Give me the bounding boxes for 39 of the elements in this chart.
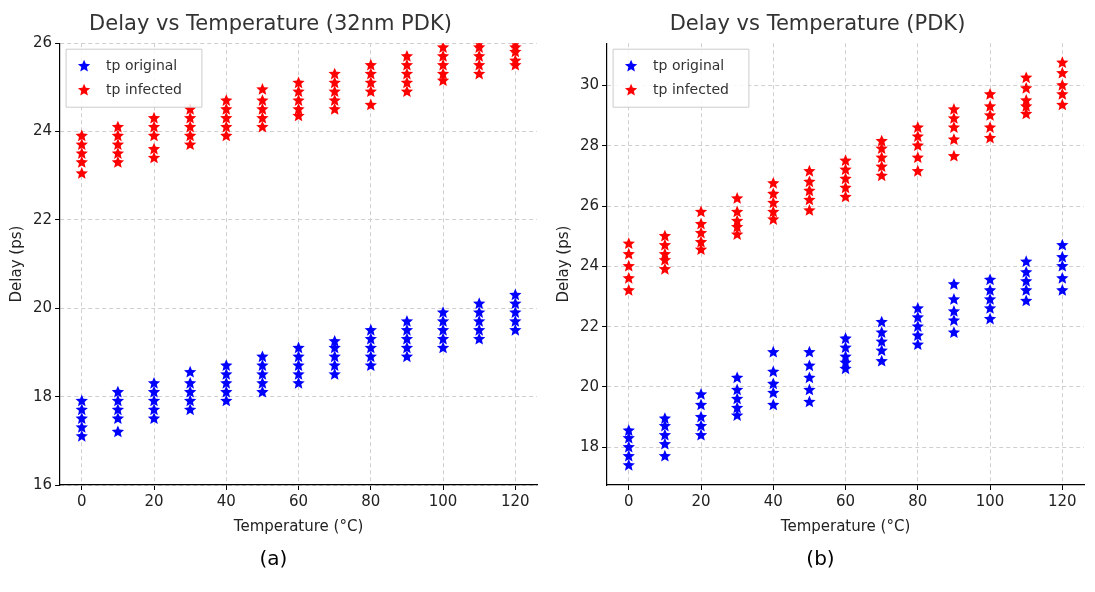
x-tick-label: 100 <box>975 491 1005 510</box>
y-tick-label: 26 <box>579 195 600 214</box>
y-tick-label: 16 <box>32 474 53 493</box>
x-axis-title: Temperature (°C) <box>779 516 911 535</box>
y-tick-label: 28 <box>579 135 600 154</box>
legend-label: tp original <box>106 56 178 73</box>
x-tick-label: 20 <box>144 491 164 510</box>
legend-label: tp original <box>653 56 725 73</box>
x-tick-label: 120 <box>1048 491 1077 510</box>
y-tick-label: 26 <box>32 33 53 52</box>
x-tick-label: 120 <box>501 491 530 510</box>
y-tick-label: 22 <box>32 209 53 228</box>
y-tick-label: 24 <box>32 121 53 140</box>
x-tick-label: 40 <box>216 491 236 510</box>
x-tick-label: 100 <box>428 491 458 510</box>
y-tick-label: 20 <box>579 376 600 395</box>
x-tick-label: 60 <box>289 491 309 510</box>
y-tick-label: 24 <box>579 256 600 275</box>
legend-label: tp infected <box>653 80 729 97</box>
x-tick-label: 0 <box>76 491 87 510</box>
x-tick-label: 40 <box>763 491 783 510</box>
text: (a) <box>258 546 289 570</box>
y-axis-title: Delay (ps) <box>6 225 25 303</box>
x-tick-label: 0 <box>623 491 634 510</box>
y-tick-label: 18 <box>579 437 600 456</box>
x-tick-label: 20 <box>691 491 711 510</box>
x-axis-title: Temperature (°C) <box>232 516 364 535</box>
chart-title: Delay vs Temperature (PDK) <box>669 11 966 36</box>
x-tick-label: 80 <box>361 491 381 510</box>
text: (b) <box>805 546 836 570</box>
y-axis-title: Delay (ps) <box>553 225 572 303</box>
y-tick-label: 30 <box>579 75 600 94</box>
legend-label: tp infected <box>106 80 182 97</box>
y-tick-label: 18 <box>32 386 53 405</box>
x-tick-label: 80 <box>908 491 928 510</box>
y-tick-label: 22 <box>579 316 600 335</box>
x-tick-label: 60 <box>836 491 856 510</box>
y-tick-label: 20 <box>32 298 53 317</box>
chart-title: Delay vs Temperature (32nm PDK) <box>89 11 452 36</box>
